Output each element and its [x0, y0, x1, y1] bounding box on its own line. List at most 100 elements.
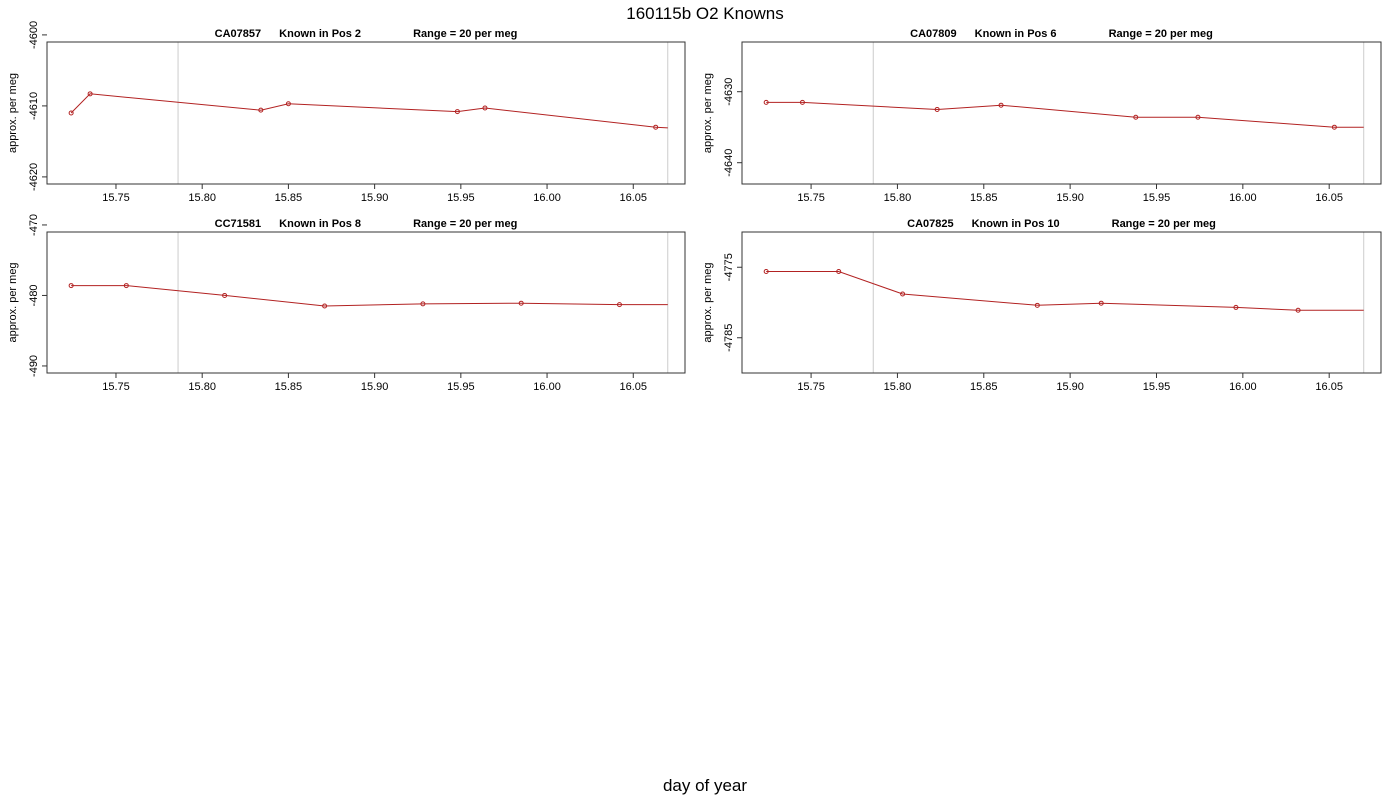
data-point: [322, 303, 328, 309]
panel-title-part: CA07857: [215, 28, 261, 40]
plot-frame: [741, 41, 1382, 185]
y-tick-label: -4620: [28, 163, 40, 191]
series-line: [766, 101, 1364, 128]
x-tick-label: 15.90: [1056, 381, 1084, 393]
x-tick-label: 15.85: [275, 192, 303, 204]
y-tick-label: -4600: [28, 21, 40, 49]
panel-1: CA07857 Known in Pos 2 Range = 20 per meg 1…: [7, 21, 686, 204]
y-axis-label: approx. per meg: [702, 73, 714, 153]
data-point: [998, 102, 1004, 108]
panel-title: CA07825 Known in Pos 10 Range = 20 per meg: [907, 218, 1216, 230]
series-line: [766, 271, 1364, 311]
data-point: [763, 99, 769, 105]
plot-frame: [741, 231, 1382, 374]
x-tick-label: 16.05: [620, 381, 648, 393]
x-tick-label: 15.85: [970, 192, 998, 204]
panel-title-part: Range = 20 per meg: [413, 218, 517, 230]
data-point: [653, 124, 659, 130]
data-point: [900, 291, 906, 297]
x-tick-label: 15.80: [884, 381, 912, 393]
x-tick-label: 15.95: [447, 192, 475, 204]
plot-frame: [46, 41, 686, 185]
data-point: [123, 283, 129, 289]
x-tick-label: 16.00: [533, 381, 561, 393]
data-point: [934, 106, 940, 112]
data-point: [1295, 307, 1301, 313]
x-tick-label: 15.95: [1143, 192, 1171, 204]
panel-title-part: Range = 20 per meg: [413, 28, 517, 40]
panel-3: CC71581 Known in Pos 8 Range = 20 per meg 1…: [7, 214, 686, 393]
data-point: [1034, 302, 1040, 308]
x-tick-label: 16.05: [1315, 381, 1343, 393]
data-point: [1195, 114, 1201, 120]
x-tick-label: 15.85: [275, 381, 303, 393]
data-point: [482, 105, 488, 111]
panel-title-part: Known in Pos 2: [279, 28, 361, 40]
data-point: [1233, 304, 1239, 310]
x-tick-label: 16.00: [533, 192, 561, 204]
panel-title-part: CA07809: [910, 28, 956, 40]
panel-title: CC71581 Known in Pos 8 Range = 20 per meg: [215, 218, 518, 230]
x-tick-label: 16.00: [1229, 381, 1257, 393]
y-tick-label: -4640: [723, 149, 735, 177]
x-tick-label: 16.05: [620, 192, 648, 204]
x-tick-label: 15.90: [361, 192, 389, 204]
data-point: [799, 99, 805, 105]
y-tick-label: -490: [28, 355, 40, 377]
data-point: [763, 268, 769, 274]
x-tick-label: 15.80: [188, 192, 216, 204]
data-point: [454, 109, 460, 115]
data-point: [420, 301, 426, 307]
data-point: [87, 91, 93, 97]
x-tick-label: 15.75: [797, 192, 825, 204]
x-tick-label: 16.00: [1229, 192, 1257, 204]
panel-2: CA07809 Known in Pos 6 Range = 20 per meg 1…: [702, 28, 1382, 204]
data-point: [222, 292, 228, 298]
y-tick-label: -470: [28, 214, 40, 236]
x-tick-label: 15.75: [102, 381, 130, 393]
x-tick-label: 15.75: [797, 381, 825, 393]
x-tick-label: 15.80: [188, 381, 216, 393]
data-point: [68, 283, 74, 289]
plot-frame: [46, 231, 686, 374]
data-point: [258, 107, 264, 113]
y-tick-label: -4775: [723, 253, 735, 281]
y-tick-label: -4785: [723, 324, 735, 352]
figure-x-axis-label: day of year: [663, 776, 747, 795]
data-point: [1331, 124, 1337, 130]
x-tick-label: 15.90: [1056, 192, 1084, 204]
panel-title-part: Range = 20 per meg: [1109, 28, 1213, 40]
y-axis-label: approx. per meg: [7, 73, 19, 153]
data-point: [1098, 300, 1104, 306]
series-line: [70, 93, 668, 129]
data-point: [285, 101, 291, 107]
x-tick-label: 15.95: [447, 381, 475, 393]
data-point: [518, 300, 524, 306]
y-axis-label: approx. per meg: [702, 262, 714, 342]
data-point: [836, 268, 842, 274]
panel-title-part: Known in Pos 8: [279, 218, 361, 230]
data-point: [1133, 114, 1139, 120]
x-tick-label: 16.05: [1315, 192, 1343, 204]
panel-title-part: Range = 20 per meg: [1112, 218, 1216, 230]
x-tick-label: 15.90: [361, 381, 389, 393]
x-tick-label: 15.95: [1143, 381, 1171, 393]
panel-title-part: Known in Pos 6: [975, 28, 1057, 40]
panel-4: CA07825 Known in Pos 10 Range = 20 per meg…: [702, 218, 1382, 393]
panel-title-part: CC71581: [215, 218, 261, 230]
panel-title: CA07809 Known in Pos 6 Range = 20 per meg: [910, 28, 1213, 40]
data-point: [616, 302, 622, 308]
y-tick-label: -480: [28, 284, 40, 306]
x-tick-label: 15.85: [970, 381, 998, 393]
y-tick-label: -4610: [28, 92, 40, 120]
panels-group: CA07857 Known in Pos 2 Range = 20 per meg 1…: [7, 21, 1382, 393]
x-tick-label: 15.80: [884, 192, 912, 204]
panel-title-part: Known in Pos 10: [972, 218, 1060, 230]
x-tick-label: 15.75: [102, 192, 130, 204]
figure-title: 160115b O2 Knowns: [626, 4, 784, 23]
panel-title: CA07857 Known in Pos 2 Range = 20 per meg: [215, 28, 518, 40]
series-line: [71, 285, 668, 307]
y-tick-label: -4630: [723, 78, 735, 106]
y-axis-label: approx. per meg: [7, 262, 19, 342]
